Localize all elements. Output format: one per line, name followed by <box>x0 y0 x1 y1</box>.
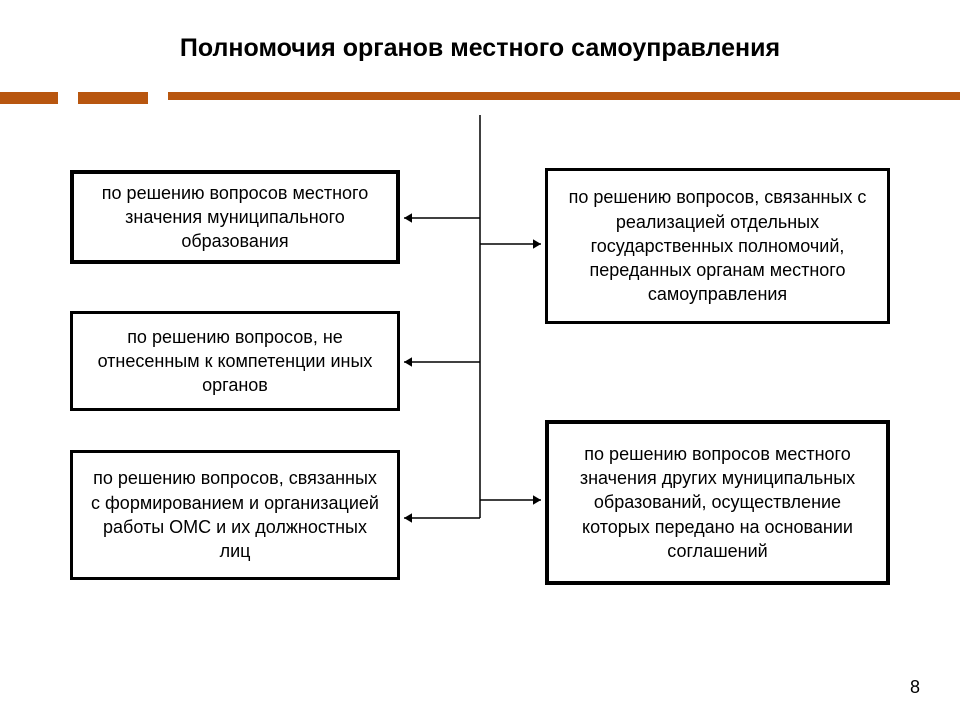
decor-bar-3 <box>168 92 960 100</box>
decor-bar-2 <box>78 92 148 104</box>
box-right-1-text: по решению вопросов, связанных с реализа… <box>562 185 873 306</box>
box-left-1: по решению вопросов местного значения му… <box>70 170 400 264</box>
box-left-3: по решению вопросов, связанных с формиро… <box>70 450 400 580</box>
box-left-2: по решению вопросов, не отнесенным к ком… <box>70 311 400 411</box>
box-left-2-text: по решению вопросов, не отнесенным к ком… <box>87 325 383 398</box>
box-left-1-text: по решению вопросов местного значения му… <box>88 181 382 254</box>
page-number: 8 <box>910 677 920 698</box>
page-title: Полномочия органов местного самоуправлен… <box>0 34 960 63</box>
box-right-2: по решению вопросов местного значения др… <box>545 420 890 585</box>
box-left-3-text: по решению вопросов, связанных с формиро… <box>87 466 383 563</box>
decor-bar-1 <box>0 92 58 104</box>
box-right-2-text: по решению вопросов местного значения др… <box>563 442 872 563</box>
box-right-1: по решению вопросов, связанных с реализа… <box>545 168 890 324</box>
